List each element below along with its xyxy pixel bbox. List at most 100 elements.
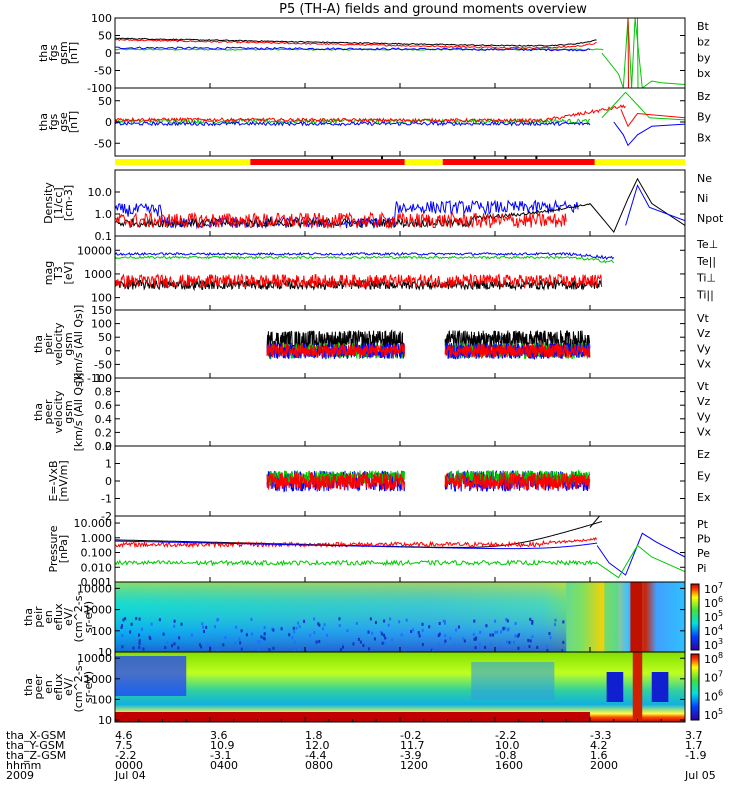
spectrogram-pixel [527, 638, 530, 642]
orbit-row-value: 10.0 [495, 739, 520, 752]
series-vz-0 [266, 343, 405, 358]
panel-frame [114, 17, 686, 89]
spectrogram-pixel [405, 618, 408, 622]
spectrogram-pixel [313, 617, 316, 621]
mode-bar-segment [250, 159, 405, 165]
spectrogram-pixel [371, 631, 374, 635]
spectrogram-peer-region [115, 656, 187, 696]
spectrogram-pixel [177, 646, 180, 650]
y-tick-label: 10000 [77, 582, 112, 595]
spectrogram-pixel [529, 617, 532, 621]
spectrogram-pixel [138, 641, 141, 645]
y-axis-label: [nT] [67, 111, 80, 133]
spectrogram-pixel [272, 646, 275, 650]
spectrogram-pixel [251, 646, 254, 650]
spectrogram-pixel [138, 639, 141, 643]
spectrogram-peer-region [651, 672, 669, 702]
spectrogram-pixel [124, 617, 127, 621]
panel-peer_spec [115, 652, 685, 722]
orbit-row-value: -2.2 [115, 749, 136, 762]
spectrogram-pixel [288, 633, 291, 637]
y-tick-label: 50 [98, 30, 112, 43]
spectrogram-pixel [457, 625, 460, 629]
y-tick-label: 0.1 [95, 230, 113, 243]
colorbar-label: 107 [704, 581, 723, 596]
spectrogram-pixel [263, 626, 266, 630]
spectrogram-pixel [474, 646, 477, 650]
spectrogram-pixel [272, 628, 275, 632]
y-tick-label: 0 [105, 345, 112, 358]
spectrogram-pixel [206, 646, 209, 650]
series-bz [115, 38, 597, 49]
mode-bar-segment [442, 159, 595, 165]
spectrogram-pixel [485, 624, 488, 628]
spectrogram-pixel [235, 625, 238, 629]
legend-entry: Vx [697, 357, 712, 370]
spectrogram-pixel [210, 644, 213, 648]
spectrogram-pixel [502, 627, 505, 631]
spectrogram-pixel [317, 622, 320, 626]
series-vz-1 [444, 342, 591, 358]
spectrogram-pixel [213, 625, 216, 629]
spectrogram-pixel [122, 618, 125, 622]
series-pi-tail [596, 532, 685, 576]
colorbar-label: 103 [704, 637, 723, 652]
spectrogram-pixel [562, 640, 565, 644]
spectrogram-pixel [245, 633, 248, 637]
spectrogram-pixel [362, 643, 365, 647]
series-Bz [115, 104, 626, 124]
spectrogram-pixel [173, 619, 176, 623]
time-axis: tha_X-GSM 4.6 3.6 1.8 -0.2 -2.2 -3.3 3.7 tha_Y-G… [6, 83, 716, 782]
y-tick-label: 10000 [77, 652, 112, 665]
spectrogram-pixel [297, 647, 300, 651]
spectrogram-pixel [173, 624, 176, 628]
spectrogram-pixel [489, 642, 492, 646]
spectrogram-pixel [341, 645, 344, 649]
panel-pressure [115, 516, 685, 579]
spectrogram-pixel [489, 633, 492, 637]
spectrogram-pixel [138, 617, 141, 621]
spectrogram-pixel [496, 630, 499, 634]
spectrogram-pixel [357, 637, 360, 641]
spectrogram-pixel [160, 650, 163, 652]
legend-entry: Ez [697, 448, 710, 461]
spectrogram-pixel [509, 641, 512, 645]
spectrogram-pixel [178, 636, 181, 640]
series-by-spike [637, 18, 639, 88]
series-ez-0 [266, 472, 405, 491]
spectrogram-peer-region [606, 672, 624, 702]
y-tick-label: 0.001 [81, 576, 113, 589]
legend-entry: Vy [697, 342, 711, 355]
legend-entry: By [697, 111, 712, 124]
series-ti-perp [115, 255, 615, 264]
orbit-row-value: Jul 05 [684, 769, 716, 782]
y-axis-label: tha [32, 403, 45, 421]
spectrogram-pixel [180, 622, 183, 626]
y-axis-label: (cm^2-s- [72, 662, 85, 713]
series-pb [115, 536, 598, 549]
series-vx-1 [444, 341, 591, 361]
spectrogram-pixel [513, 640, 516, 644]
spectrogram-pixel [473, 637, 476, 641]
y-tick-label: 1000 [84, 268, 112, 281]
spectrogram-pixel [455, 628, 458, 632]
spectrogram-pixel [359, 640, 362, 644]
spectrogram-pixel [238, 637, 241, 641]
spectrogram-pixel [339, 648, 342, 652]
legend-entry: Pt [697, 518, 709, 531]
y-axis-label: [eV] [62, 262, 75, 285]
y-axis-label: [cm-3] [62, 185, 75, 221]
orbit-row-value: 4.6 [115, 729, 133, 742]
spectrogram-pixel [505, 640, 508, 644]
spectrogram-pixel [342, 643, 345, 647]
spectrogram-pixel [352, 642, 355, 646]
spectrogram-pixel [443, 619, 446, 623]
spectrogram-pixel [150, 622, 153, 626]
y-tick-label: 2 [105, 440, 112, 453]
spectrogram-pixel [444, 634, 447, 638]
spectrogram-pixel [121, 634, 124, 638]
legend-entry: Pe [697, 547, 710, 560]
spectrogram-pixel [129, 630, 132, 634]
y-tick-label: 1000 [84, 673, 112, 686]
spectrogram-pixel [234, 641, 237, 645]
